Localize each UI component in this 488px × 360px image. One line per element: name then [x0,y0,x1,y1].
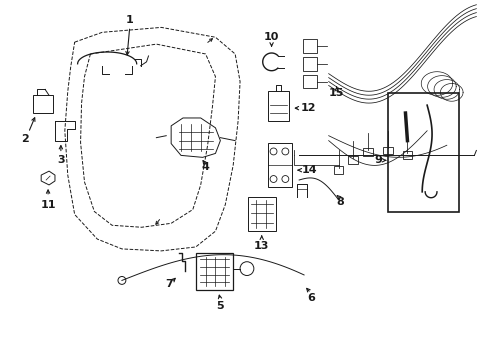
Bar [267,143,292,187]
Bar [347,156,358,164]
Bar [303,75,316,89]
Text: 13: 13 [254,241,269,251]
Bar [267,91,289,121]
Bar [382,147,392,154]
Text: 15: 15 [328,88,344,98]
Text: 10: 10 [264,32,279,42]
Text: 2: 2 [21,134,29,144]
Text: 9: 9 [373,155,381,165]
Bar [402,152,411,159]
Text: 7: 7 [165,279,173,289]
Text: 3: 3 [57,155,64,165]
Bar [333,166,343,174]
Text: 12: 12 [301,103,316,113]
Text: 5: 5 [216,301,224,311]
Text: 1: 1 [126,14,133,24]
Text: 4: 4 [201,162,209,172]
Bar [247,197,275,231]
Text: 6: 6 [306,293,314,303]
Bar [33,95,53,113]
Bar [303,39,316,53]
Bar [303,57,316,71]
Text: 8: 8 [336,197,344,207]
Text: 14: 14 [302,165,317,175]
Bar [387,93,458,212]
Bar [363,148,372,156]
Text: 11: 11 [40,199,56,210]
